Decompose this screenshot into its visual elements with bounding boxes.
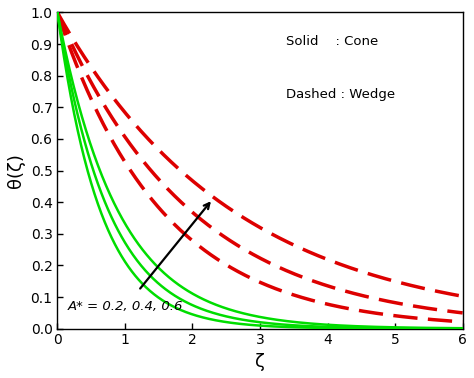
Text: Dashed : Wedge: Dashed : Wedge (286, 88, 395, 101)
Y-axis label: θ(ζ): θ(ζ) (7, 153, 25, 188)
X-axis label: ζ: ζ (255, 353, 265, 371)
Text: Solid    : Cone: Solid : Cone (286, 34, 379, 48)
Text: A* = 0.2, 0.4, 0.6: A* = 0.2, 0.4, 0.6 (67, 300, 183, 313)
